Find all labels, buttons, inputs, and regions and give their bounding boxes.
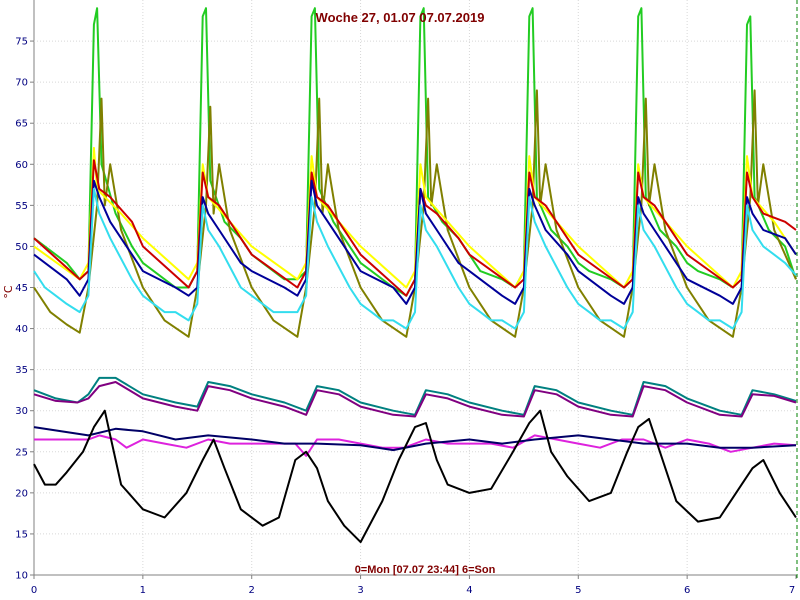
y-tick-label: 30 xyxy=(15,406,28,417)
chart-footer: 0=Mon [07.07 23:44] 6=Son xyxy=(355,564,496,576)
plot-lines xyxy=(33,7,797,544)
y-tick-label: 10 xyxy=(15,571,28,582)
y-tick-label: 35 xyxy=(15,365,28,376)
y-tick-label: 45 xyxy=(15,283,28,294)
y-tick-label: 50 xyxy=(15,242,28,253)
y-tick-label: 20 xyxy=(15,488,28,499)
x-tick-label: 3 xyxy=(357,585,363,596)
y-tick-label: 40 xyxy=(15,324,28,335)
x-tick-label: 0 xyxy=(31,585,37,596)
x-tick-label: 6 xyxy=(684,585,690,596)
series-line-5 xyxy=(33,187,797,330)
y-tick-label: 25 xyxy=(15,447,28,458)
y-tick-label: 65 xyxy=(15,119,28,130)
series-line-7 xyxy=(33,381,797,418)
series-line-10 xyxy=(33,409,797,544)
chart-title: Woche 27, 01.07 07.07.2019 xyxy=(316,10,485,25)
x-tick-label: 7 xyxy=(789,585,795,596)
y-tick-label: 70 xyxy=(15,78,28,89)
x-tick-label: 1 xyxy=(140,585,146,596)
x-tick-label: 4 xyxy=(466,585,472,596)
x-ticks: 0 1 2 3 4 5 6 7 xyxy=(31,575,797,596)
y-tick-label: 55 xyxy=(15,201,28,212)
series-line-9 xyxy=(33,426,797,452)
y-ticks: 10 15 20 25 30 35 40 45 50 55 60 65 70 75 xyxy=(15,37,34,582)
y-tick-label: 15 xyxy=(15,529,28,540)
series-line-4 xyxy=(33,179,797,305)
y-tick-label: 75 xyxy=(15,37,28,48)
series-line-6 xyxy=(33,376,797,416)
grid xyxy=(33,0,796,576)
y-tick-label: 60 xyxy=(15,160,28,171)
x-tick-label: 2 xyxy=(249,585,255,596)
y-axis-label: °C xyxy=(2,285,15,299)
x-tick-label: 5 xyxy=(575,585,581,596)
